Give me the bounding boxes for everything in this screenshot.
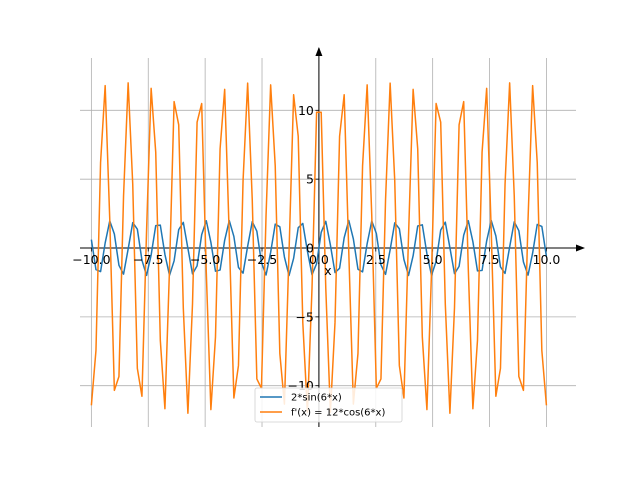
- y-tick-label: 0: [306, 241, 314, 256]
- x-tick-label: 2.5: [366, 252, 386, 267]
- legend-label-1: 2*sin(6*x): [291, 393, 342, 404]
- grid: [80, 58, 576, 427]
- x-tick-label: −5.0: [190, 252, 220, 267]
- y-axis-arrow: [315, 47, 323, 56]
- x-tick-label: −7.5: [133, 252, 163, 267]
- x-tick-label: 10.0: [533, 252, 561, 267]
- x-axis-label: x: [324, 263, 331, 278]
- x-axis-arrow: [576, 244, 585, 252]
- series-line-1: [90, 219, 548, 277]
- legend-box: [254, 387, 403, 423]
- x-tick-label: 7.5: [480, 252, 500, 267]
- x-tick-label: 5.0: [423, 252, 443, 267]
- x-tick-label: −10.0: [72, 252, 110, 267]
- y-tick-label: 10: [298, 103, 314, 118]
- y-tick-label: 5: [306, 172, 314, 187]
- legend-label-2: f'(x) = 12*cos(6*x): [291, 408, 385, 419]
- series-layer: [90, 82, 548, 414]
- x-tick-label: 0.0: [309, 252, 329, 267]
- legend: 2*sin(6*x) f'(x) = 12*cos(6*x): [254, 387, 403, 423]
- series-line-2: [90, 82, 548, 414]
- x-tick-label: −2.5: [247, 252, 277, 267]
- y-tick-label: −5: [295, 309, 313, 324]
